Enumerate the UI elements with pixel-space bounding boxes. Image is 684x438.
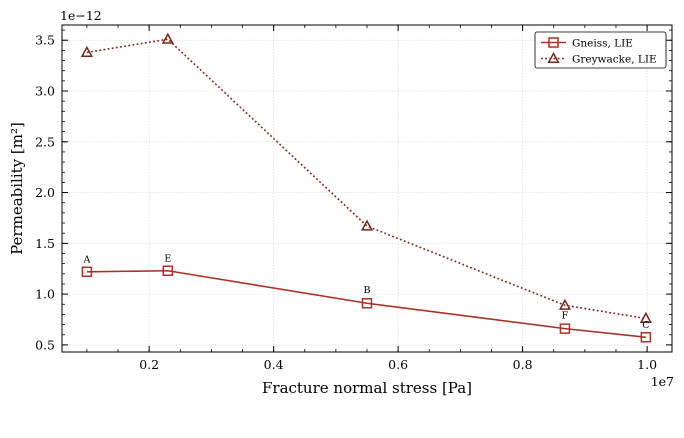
y-tick-label: 1.5 [35,236,55,251]
x-axis-title: Fracture normal stress [Pa] [262,379,472,397]
point-annotation: C [642,320,649,331]
legend-entries: Gneiss, LIE Greywacke, LIE [541,37,657,65]
x-tick-label: 0.6 [388,357,408,372]
x-tick-label: 1.0 [637,357,657,372]
y-tick-label: 2.0 [35,185,55,200]
greywacke-lie-marker [558,298,572,310]
y-tick-label: 0.5 [35,337,55,352]
gneiss-lie-marker [559,323,571,334]
greywacke-lie-marker [639,311,652,324]
gneiss-lie-line [86,269,646,339]
legend-marker [548,37,559,48]
greywacke-lie-marker [360,219,374,231]
greywacke-lie-marker [161,32,174,44]
gneiss-lie-marker [640,332,652,343]
point-annotation: E [164,254,171,265]
annotation-layer: A E B F C [82,254,649,332]
gneiss-lie-marker [162,265,174,277]
point-annotation: F [562,310,569,321]
y-tick-label: 2.5 [35,134,55,149]
legend-label: Gneiss, LIE [572,37,633,49]
y-tick-label: 3.5 [35,33,55,48]
gneiss-lie-marker [81,266,93,278]
x-offset-label: 1e7 [651,374,674,389]
legend: Gneiss, LIE Greywacke, LIE [534,31,667,69]
legend-label: Greywacke, LIE [572,53,657,65]
y-axis-title: Permeability [m²] [8,122,26,255]
y-tick-label: 1.0 [35,287,55,302]
greywacke-lie-line [86,38,646,320]
tick-layer: 0.2 0.4 0.6 0.8 1.0 0.5 1.0 1.5 2.0 2.5 3.0 3.5 [35,25,672,372]
legend-box [534,31,667,69]
x-tick-label: 0.4 [264,357,284,372]
legend-marker [547,51,560,64]
gneiss-lie-marker [361,298,373,309]
x-tick-label: 0.8 [513,357,533,372]
point-annotation: A [82,255,90,266]
greywacke-lie-marker [80,45,93,57]
y-offset-label: 1e−12 [60,8,102,23]
y-tick-label: 3.0 [35,84,55,99]
point-annotation: B [364,285,371,296]
x-tick-label: 0.2 [139,357,159,372]
series-layer [80,32,652,343]
